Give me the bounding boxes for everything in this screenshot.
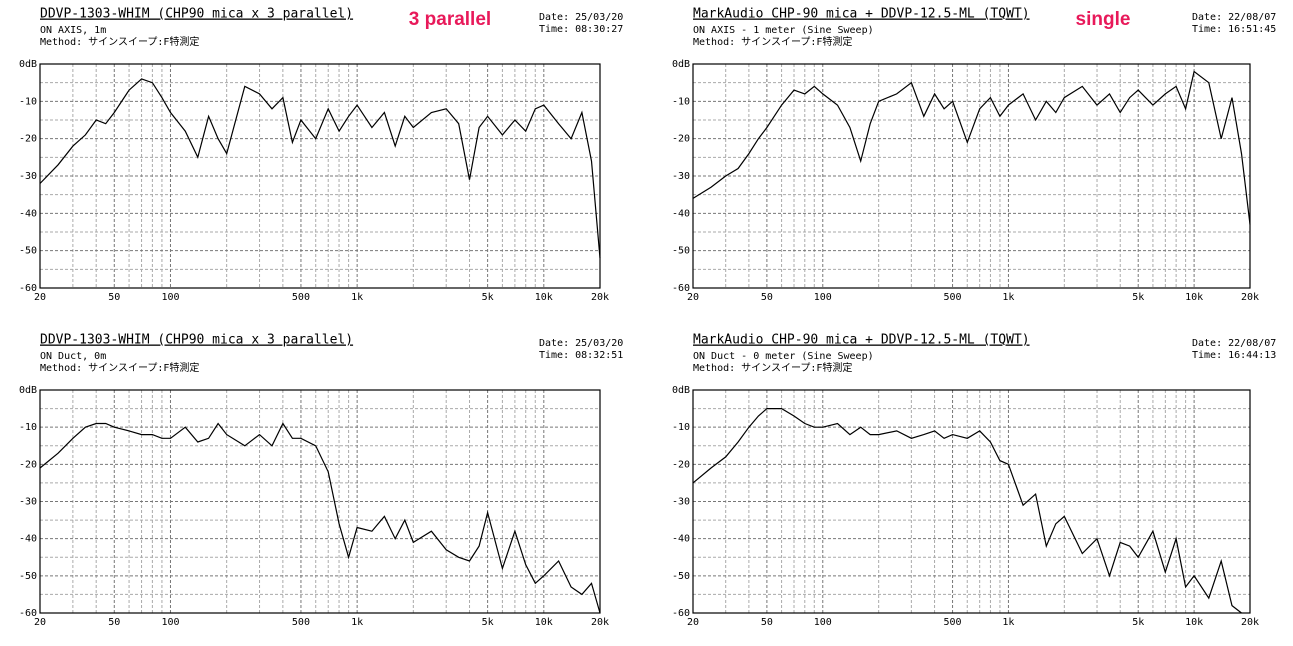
measure-date: Date: 22/08/07 bbox=[1192, 338, 1276, 349]
x-tick-label: 10k bbox=[1185, 617, 1203, 628]
measure-method: Method: サインスイープ:F特測定 bbox=[693, 35, 852, 48]
x-tick-label: 5k bbox=[482, 617, 494, 628]
x-tick-label: 20 bbox=[34, 292, 46, 303]
x-tick-label: 20 bbox=[687, 617, 699, 628]
x-tick-label: 50 bbox=[761, 292, 773, 303]
y-tick-label: -10 bbox=[672, 96, 690, 107]
x-tick-label: 500 bbox=[292, 617, 310, 628]
x-tick-label: 100 bbox=[814, 617, 832, 628]
y-tick-label: -60 bbox=[19, 608, 37, 619]
measure-method: Method: サインスイープ:F特測定 bbox=[40, 35, 199, 48]
measure-condition: ON AXIS, 1m bbox=[40, 25, 106, 36]
x-tick-label: 10k bbox=[535, 292, 553, 303]
response-curve bbox=[692, 408, 1242, 614]
chart-title: DDVP-1303-WHIM (CHP90 mica x 3 parallel) bbox=[40, 333, 353, 348]
y-tick-label: -10 bbox=[19, 96, 37, 107]
measure-date: Date: 25/03/20 bbox=[539, 338, 623, 349]
y-tick-label: -60 bbox=[19, 283, 37, 294]
y-tick-label: -40 bbox=[672, 534, 690, 545]
y-tick-label: -50 bbox=[672, 246, 690, 257]
x-tick-label: 1k bbox=[351, 617, 363, 628]
y-tick-label: 0dB bbox=[672, 385, 690, 396]
response-curve bbox=[692, 70, 1251, 225]
plot-frame bbox=[39, 389, 601, 614]
measure-time: Time: 16:44:13 bbox=[1192, 350, 1276, 361]
y-tick-label: -60 bbox=[672, 608, 690, 619]
x-tick-label: 1k bbox=[351, 292, 363, 303]
plot-frame bbox=[692, 63, 1251, 289]
y-tick-label: -20 bbox=[19, 134, 37, 145]
x-tick-label: 20k bbox=[1241, 292, 1259, 303]
x-tick-label: 100 bbox=[161, 617, 179, 628]
x-tick-label: 20k bbox=[591, 617, 609, 628]
measure-condition: ON AXIS - 1 meter (Sine Sweep) bbox=[693, 25, 874, 36]
x-tick-label: 5k bbox=[1132, 292, 1144, 303]
x-tick-label: 50 bbox=[108, 292, 120, 303]
y-tick-label: -40 bbox=[672, 208, 690, 219]
x-tick-label: 500 bbox=[292, 292, 310, 303]
measure-method: Method: サインスイープ:F特測定 bbox=[40, 361, 199, 374]
measure-condition: ON Duct, 0m bbox=[40, 351, 106, 362]
x-tick-label: 5k bbox=[482, 292, 494, 303]
measure-time: Time: 08:30:27 bbox=[539, 24, 623, 35]
measure-time: Time: 08:32:51 bbox=[539, 350, 623, 361]
y-tick-label: -20 bbox=[672, 134, 690, 145]
y-tick-label: -30 bbox=[19, 171, 37, 182]
annotation: 3 parallel bbox=[409, 9, 491, 30]
chart-title: MarkAudio CHP-90 mica + DDVP-12.5-ML (TQ… bbox=[693, 7, 1030, 22]
x-tick-label: 500 bbox=[944, 617, 962, 628]
y-tick-label: 0dB bbox=[672, 59, 690, 70]
y-tick-label: -40 bbox=[19, 208, 37, 219]
response-curve bbox=[39, 422, 601, 614]
measure-date: Date: 22/08/07 bbox=[1192, 12, 1276, 23]
x-tick-label: 20k bbox=[1241, 617, 1259, 628]
x-tick-label: 10k bbox=[1185, 292, 1203, 303]
x-tick-label: 1k bbox=[1002, 292, 1014, 303]
response-curve bbox=[39, 78, 601, 259]
measure-time: Time: 16:51:45 bbox=[1192, 24, 1276, 35]
x-tick-label: 100 bbox=[161, 292, 179, 303]
x-tick-label: 50 bbox=[761, 617, 773, 628]
plot-frame bbox=[692, 389, 1251, 614]
y-tick-label: -50 bbox=[19, 246, 37, 257]
y-tick-label: -40 bbox=[19, 534, 37, 545]
y-tick-label: -30 bbox=[672, 171, 690, 182]
x-tick-label: 5k bbox=[1132, 617, 1144, 628]
chart-title: MarkAudio CHP-90 mica + DDVP-12.5-ML (TQ… bbox=[693, 333, 1030, 348]
y-tick-label: -50 bbox=[19, 571, 37, 582]
y-tick-label: -10 bbox=[19, 422, 37, 433]
x-tick-label: 100 bbox=[814, 292, 832, 303]
x-tick-label: 500 bbox=[944, 292, 962, 303]
x-tick-label: 10k bbox=[535, 617, 553, 628]
measure-date: Date: 25/03/20 bbox=[539, 12, 623, 23]
y-tick-label: -20 bbox=[672, 459, 690, 470]
x-tick-label: 20 bbox=[34, 617, 46, 628]
y-tick-label: -60 bbox=[672, 283, 690, 294]
x-tick-label: 50 bbox=[108, 617, 120, 628]
chart-title: DDVP-1303-WHIM (CHP90 mica x 3 parallel) bbox=[40, 7, 353, 22]
x-tick-label: 20 bbox=[687, 292, 699, 303]
measure-condition: ON Duct - 0 meter (Sine Sweep) bbox=[693, 351, 874, 362]
y-tick-label: 0dB bbox=[19, 59, 37, 70]
y-tick-label: -50 bbox=[672, 571, 690, 582]
plot-frame bbox=[39, 63, 601, 289]
annotation: single bbox=[1076, 9, 1131, 30]
measure-method: Method: サインスイープ:F特測定 bbox=[693, 361, 852, 374]
y-tick-label: -20 bbox=[19, 459, 37, 470]
y-tick-label: -30 bbox=[672, 497, 690, 508]
x-tick-label: 1k bbox=[1002, 617, 1014, 628]
y-tick-label: -30 bbox=[19, 497, 37, 508]
x-tick-label: 20k bbox=[591, 292, 609, 303]
y-tick-label: -10 bbox=[672, 422, 690, 433]
y-tick-label: 0dB bbox=[19, 385, 37, 396]
